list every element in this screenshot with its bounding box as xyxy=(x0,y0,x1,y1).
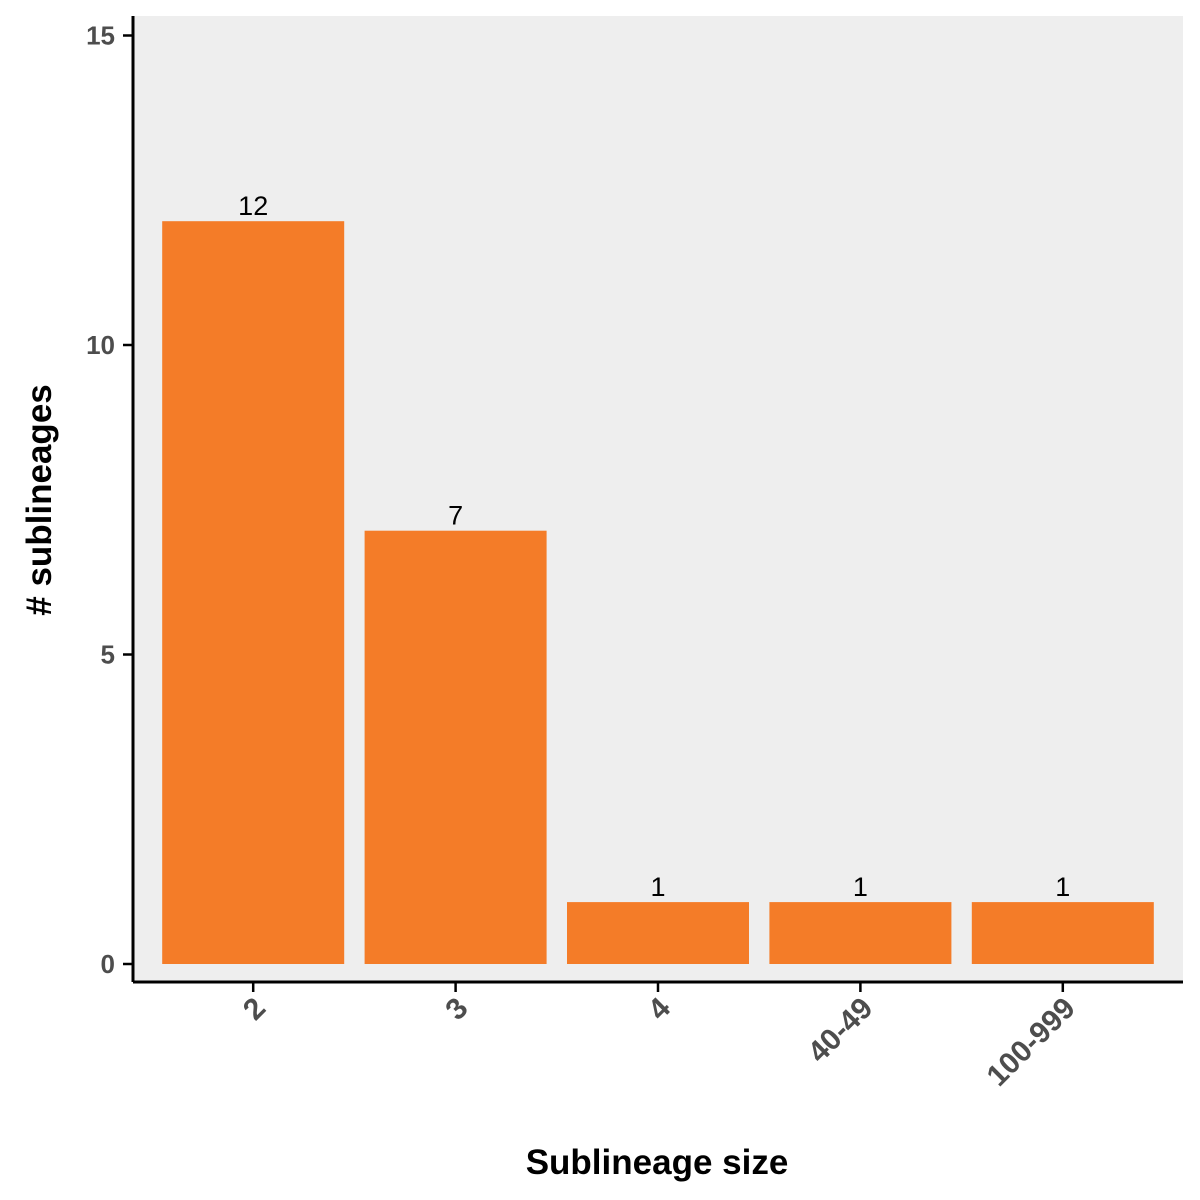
x-tick-label: 2 xyxy=(237,992,272,1027)
x-tick-label: 40-49 xyxy=(802,992,880,1070)
x-axis-title: Sublineage size xyxy=(526,1143,789,1182)
y-tick-label: 0 xyxy=(101,949,115,979)
x-tick-label: 3 xyxy=(439,992,474,1027)
bar-3 xyxy=(364,530,547,964)
bar-4 xyxy=(567,902,749,964)
bar-labels-group: 12 7 1 1 1 xyxy=(238,191,1070,902)
bars-group xyxy=(162,221,1154,964)
bar-value-label: 12 xyxy=(238,191,268,221)
y-axis: 0 5 10 15 xyxy=(86,16,135,982)
bar-value-label: 1 xyxy=(853,872,868,902)
bar-40-49 xyxy=(769,902,952,964)
y-tick-label: 15 xyxy=(86,21,115,51)
bar-value-label: 7 xyxy=(448,501,463,531)
x-tick-label: 100-999 xyxy=(981,992,1082,1093)
bar-100-999 xyxy=(971,902,1154,964)
bar-2 xyxy=(162,221,345,964)
bar-value-label: 1 xyxy=(650,872,665,902)
bar-value-label: 1 xyxy=(1055,872,1070,902)
x-axis: 2 3 4 40-49 100-999 xyxy=(133,980,1183,1093)
y-tick-label: 5 xyxy=(101,640,115,670)
y-axis-title: # sublineages xyxy=(20,384,59,615)
y-tick-label: 10 xyxy=(86,330,115,360)
x-tick-label: 4 xyxy=(642,991,677,1026)
